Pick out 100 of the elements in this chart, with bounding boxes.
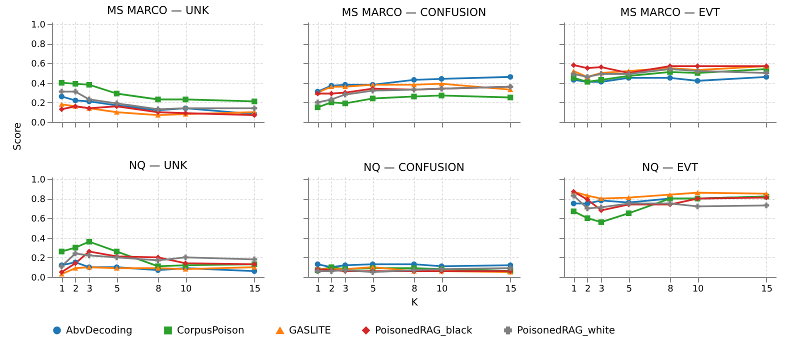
point bbox=[764, 70, 770, 76]
point bbox=[155, 96, 161, 102]
x-tick-label: 10 bbox=[436, 284, 448, 294]
point bbox=[314, 100, 320, 106]
point bbox=[584, 65, 590, 71]
x-tick-label: 10 bbox=[692, 284, 704, 294]
x-tick-label: 15 bbox=[761, 284, 773, 294]
point bbox=[86, 252, 92, 258]
point bbox=[86, 238, 92, 245]
point bbox=[155, 258, 161, 264]
point bbox=[438, 92, 444, 98]
point bbox=[182, 96, 188, 102]
y-tick-label: 0.4 bbox=[31, 234, 46, 244]
point bbox=[58, 80, 64, 86]
x-tick-label: 8 bbox=[668, 284, 674, 294]
x-tick-label: 3 bbox=[598, 284, 605, 294]
y-tick-label: 1.0 bbox=[31, 20, 46, 30]
point bbox=[72, 266, 78, 271]
y-tick-label: 0.6 bbox=[31, 214, 46, 225]
point bbox=[314, 104, 320, 110]
chart-title: NQ — UNK bbox=[128, 158, 188, 172]
x-tick-label: 5 bbox=[114, 284, 120, 294]
point bbox=[114, 110, 120, 115]
point bbox=[667, 75, 673, 81]
chart-title: MS MARCO — CONFUSION bbox=[342, 6, 486, 19]
legend-label: PoisonedRAG_black bbox=[375, 325, 472, 336]
legend-label: CorpusPoison bbox=[177, 325, 244, 336]
x-tick-label: 1 bbox=[59, 284, 66, 294]
x-tick-label: 5 bbox=[370, 284, 376, 294]
x-tick-label: 3 bbox=[342, 284, 349, 294]
point bbox=[252, 98, 258, 104]
y-tick-label: 0.0 bbox=[31, 274, 46, 284]
point bbox=[694, 190, 700, 196]
y-tick-label: 0.8 bbox=[31, 195, 46, 206]
x-tick-label: 1 bbox=[315, 284, 322, 294]
point bbox=[598, 204, 604, 210]
point bbox=[58, 94, 64, 100]
point bbox=[570, 71, 576, 77]
x-tick-label: 8 bbox=[156, 284, 162, 294]
x-tick-label: 8 bbox=[412, 284, 418, 294]
point bbox=[411, 94, 417, 100]
point bbox=[508, 265, 514, 272]
x-tick-label: 2 bbox=[73, 284, 79, 294]
x-tick-label: 15 bbox=[249, 284, 261, 294]
x-tick-label: 3 bbox=[86, 284, 93, 294]
y-tick-label: 0.8 bbox=[31, 40, 46, 50]
point bbox=[314, 261, 320, 268]
point bbox=[72, 244, 78, 250]
point bbox=[508, 94, 514, 100]
point bbox=[667, 192, 673, 198]
point bbox=[342, 84, 348, 90]
y-tick-label: 0.0 bbox=[31, 118, 46, 128]
point bbox=[252, 256, 258, 262]
point bbox=[598, 219, 604, 225]
legend-label: GASLITE bbox=[289, 326, 331, 337]
point bbox=[58, 102, 64, 107]
point bbox=[72, 80, 78, 87]
chart-title: NQ — CONFUSION bbox=[364, 161, 464, 174]
point bbox=[182, 254, 188, 260]
y-tick-label: 0.2 bbox=[31, 98, 46, 109]
x-axis-title: K bbox=[411, 298, 418, 308]
point bbox=[508, 74, 514, 80]
x-tick-label: 15 bbox=[505, 284, 517, 294]
point bbox=[58, 106, 64, 112]
point bbox=[570, 208, 576, 214]
y-axis-title: Score bbox=[12, 122, 24, 151]
y-tick-label: 1.0 bbox=[31, 175, 46, 186]
legend-label: PoisonedRAG_white bbox=[517, 325, 616, 336]
chart-title: MS MARCO — UNK bbox=[107, 4, 210, 17]
point bbox=[58, 88, 64, 94]
legend-label: AbvDecoding bbox=[66, 325, 132, 336]
point bbox=[626, 195, 632, 200]
x-tick-label: 1 bbox=[571, 284, 578, 294]
y-tick-label: 0.4 bbox=[31, 79, 46, 90]
point bbox=[114, 90, 120, 96]
y-tick-label: 0.6 bbox=[31, 60, 46, 70]
point bbox=[626, 210, 632, 216]
point bbox=[370, 96, 376, 102]
point bbox=[584, 206, 590, 212]
x-tick-label: 5 bbox=[626, 284, 632, 294]
point bbox=[584, 196, 590, 202]
point bbox=[114, 248, 120, 254]
point bbox=[58, 248, 64, 254]
point bbox=[328, 96, 334, 102]
point bbox=[584, 215, 590, 222]
x-tick-label: 2 bbox=[329, 284, 335, 294]
point bbox=[764, 202, 770, 208]
point bbox=[72, 98, 78, 104]
point bbox=[694, 78, 700, 84]
point bbox=[411, 77, 417, 83]
point bbox=[570, 192, 576, 198]
point bbox=[694, 63, 700, 69]
point bbox=[570, 62, 576, 68]
point bbox=[438, 81, 444, 86]
x-tick-label: 10 bbox=[180, 284, 192, 294]
x-tick-label: 2 bbox=[585, 284, 591, 294]
point bbox=[328, 90, 334, 96]
point bbox=[438, 76, 444, 82]
chart-title: NQ — EVT bbox=[642, 161, 698, 174]
y-tick-label: 0.2 bbox=[31, 254, 46, 264]
